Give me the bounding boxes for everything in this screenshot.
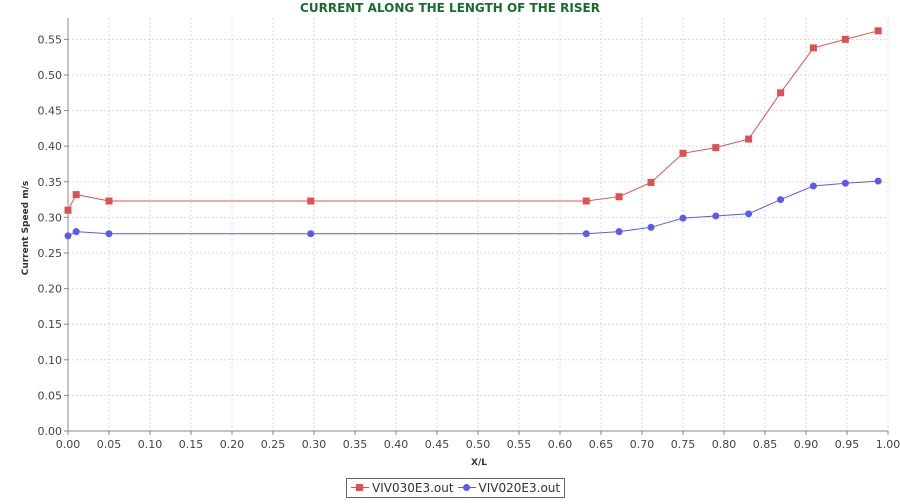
x-tick-label: 0.45 [425, 438, 450, 451]
data-point [72, 228, 80, 236]
x-tick-label: 1.00 [876, 438, 900, 451]
data-point [615, 228, 623, 236]
data-point [745, 135, 753, 143]
legend-label: VIV020E3.out [478, 481, 561, 495]
chart-title: CURRENT ALONG THE LENGTH OF THE RISER [300, 1, 600, 15]
data-point [712, 212, 720, 220]
data-point [105, 230, 113, 238]
data-point [809, 182, 817, 190]
legend: VIV030E3.out VIV020E3.out [346, 478, 566, 498]
y-tick-label: 0.50 [38, 69, 63, 82]
data-point [679, 214, 687, 222]
y-tick-label: 0.05 [38, 389, 63, 402]
x-tick-label: 0.55 [507, 438, 532, 451]
data-point [874, 177, 882, 185]
y-tick-label: 0.35 [38, 176, 63, 189]
y-tick-label: 0.45 [38, 105, 63, 118]
x-tick-label: 0.65 [589, 438, 614, 451]
legend-label: VIV030E3.out [372, 481, 454, 495]
x-tick-label: 0.05 [97, 438, 122, 451]
data-point [307, 197, 315, 205]
grid [67, 18, 889, 432]
x-tick-label: 0.80 [712, 438, 737, 451]
x-tick-label: 0.60 [548, 438, 573, 451]
y-tick-label: 0.40 [38, 140, 63, 153]
x-tick-label: 0.00 [56, 438, 81, 451]
x-tick-label: 0.35 [343, 438, 368, 451]
series-VIV020E3.out [64, 177, 882, 240]
x-tick-label: 0.90 [794, 438, 819, 451]
y-axis-ticks: 0.00 0.05 0.10 0.15 0.20 0.25 0.30 0.35 0.40 0.45… [38, 33, 68, 438]
data-point [777, 89, 785, 97]
x-tick-label: 0.70 [630, 438, 655, 451]
circle-marker-icon [457, 483, 476, 493]
y-tick-label: 0.30 [38, 211, 63, 224]
y-tick-label: 0.00 [38, 425, 63, 438]
series-line [67, 180, 879, 237]
data-point [647, 223, 655, 231]
x-tick-label: 0.20 [220, 438, 245, 451]
x-tick-label: 0.50 [466, 438, 491, 451]
data-point [105, 197, 113, 205]
x-tick-label: 0.10 [138, 438, 163, 451]
data-point [777, 196, 785, 204]
legend-item-viv030: VIV030E3.out [351, 481, 454, 495]
data-point [615, 193, 623, 201]
y-tick-label: 0.55 [38, 33, 63, 46]
x-axis-ticks: 0.00 0.05 0.10 0.15 0.20 0.25 0.30 0.35 0.40 0.45… [56, 431, 900, 451]
data-point [712, 144, 720, 152]
square-marker-icon [351, 483, 369, 493]
data-point [745, 210, 753, 218]
data-point [841, 35, 849, 43]
data-point [841, 179, 849, 187]
y-tick-label: 0.15 [38, 318, 63, 331]
x-tick-label: 0.40 [384, 438, 409, 451]
x-axis-title: X/L [471, 458, 487, 468]
x-tick-label: 0.75 [671, 438, 696, 451]
series-VIV030E3.out [64, 27, 882, 214]
y-tick-label: 0.10 [38, 354, 63, 367]
x-tick-label: 0.85 [753, 438, 778, 451]
y-axis-title: Current Speed m/s [21, 181, 31, 276]
data-point [307, 230, 315, 238]
series-line [67, 30, 879, 211]
x-tick-label: 0.25 [261, 438, 286, 451]
data-point [647, 178, 655, 186]
x-tick-label: 0.95 [835, 438, 860, 451]
legend-item-viv020: VIV020E3.out [457, 481, 561, 495]
data-point [64, 232, 72, 240]
x-tick-label: 0.30 [302, 438, 327, 451]
data-point [809, 44, 817, 52]
x-tick-label: 0.15 [179, 438, 204, 451]
y-tick-label: 0.20 [38, 283, 63, 296]
data-point [582, 230, 590, 238]
y-tick-label: 0.25 [38, 247, 63, 260]
data-point [582, 197, 590, 205]
data-point [72, 191, 80, 199]
series [64, 27, 882, 240]
data-point [874, 27, 882, 35]
data-point [64, 206, 72, 214]
data-point [679, 149, 687, 157]
